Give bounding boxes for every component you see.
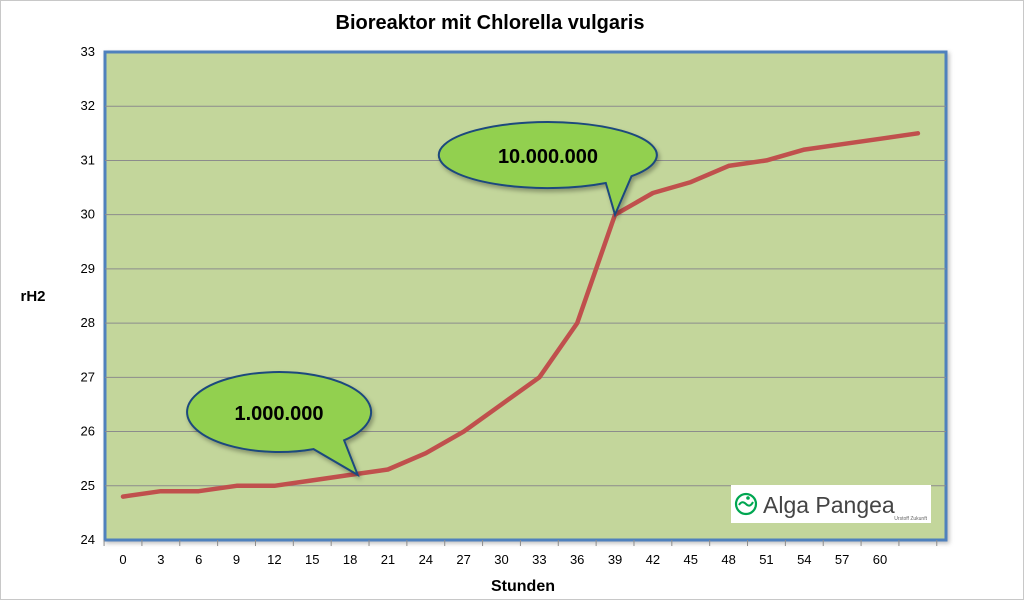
- y-tick-label: 28: [81, 315, 95, 330]
- x-axis-ticks: 0 3 6 9 12 15 18 21 24 27 30 33 36 39 42 45 48 51 54 57 60: [103, 540, 938, 567]
- x-tick-label: 15: [305, 552, 319, 567]
- x-tick-label: 0: [119, 552, 126, 567]
- x-tick-label: 54: [797, 552, 811, 567]
- y-tick-label: 25: [81, 478, 95, 493]
- x-tick-label: 18: [343, 552, 357, 567]
- y-tick-label: 31: [81, 152, 95, 167]
- y-tick-label: 29: [81, 261, 95, 276]
- y-tick-label: 32: [81, 98, 95, 113]
- series-line-group: [120, 131, 921, 499]
- algae-cell-icon: [734, 492, 758, 516]
- callout-10000000-bubble: [437, 121, 658, 218]
- y-tick-label: 30: [81, 207, 95, 222]
- callout-1000000: 1.000.000: [186, 371, 373, 478]
- y-tick-label: 26: [81, 424, 95, 439]
- x-tick-label: 39: [608, 552, 622, 567]
- x-tick-label: 30: [494, 552, 508, 567]
- y-tick-label: 33: [81, 44, 95, 59]
- x-tick-label: 33: [532, 552, 546, 567]
- x-tick-label: 36: [570, 552, 584, 567]
- x-tick-label: 6: [195, 552, 202, 567]
- callout-1000000-bubble: [186, 371, 373, 478]
- logo-tagline: Urstoff Zukunft: [894, 516, 927, 522]
- x-tick-label: 60: [873, 552, 887, 567]
- alga-pangea-logo: Alga Pangea Urstoff Zukunft: [731, 485, 931, 523]
- x-tick-label: 21: [381, 552, 395, 567]
- x-tick-label: 45: [684, 552, 698, 567]
- y-tick-label: 24: [81, 532, 95, 547]
- y-axis-label: rH2: [20, 288, 45, 305]
- x-tick-label: 27: [456, 552, 470, 567]
- x-tick-label: 9: [233, 552, 240, 567]
- callout-10000000-label: 10.000.000: [498, 146, 598, 168]
- logo-name: Alga Pangea: [763, 492, 895, 518]
- x-tick-label: 24: [419, 552, 433, 567]
- y-axis-ticks: 24 25 26 27 28 29 30 31 32 33: [81, 44, 95, 547]
- x-tick-label: 48: [721, 552, 735, 567]
- x-axis-label: Stunden: [491, 578, 555, 595]
- x-tick-label: 12: [267, 552, 281, 567]
- y-tick-label: 27: [81, 369, 95, 384]
- callout-1000000-label: 1.000.000: [235, 403, 324, 425]
- callout-10000000: 10.000.000: [437, 121, 658, 218]
- chart-title: Bioreaktor mit Chlorella vulgaris: [336, 12, 645, 34]
- x-tick-label: 57: [835, 552, 849, 567]
- series-line-0: [120, 131, 921, 499]
- x-tick-label: 3: [157, 552, 164, 567]
- logo-background: [731, 485, 931, 523]
- x-tick-label: 51: [759, 552, 773, 567]
- x-tick-label: 42: [646, 552, 660, 567]
